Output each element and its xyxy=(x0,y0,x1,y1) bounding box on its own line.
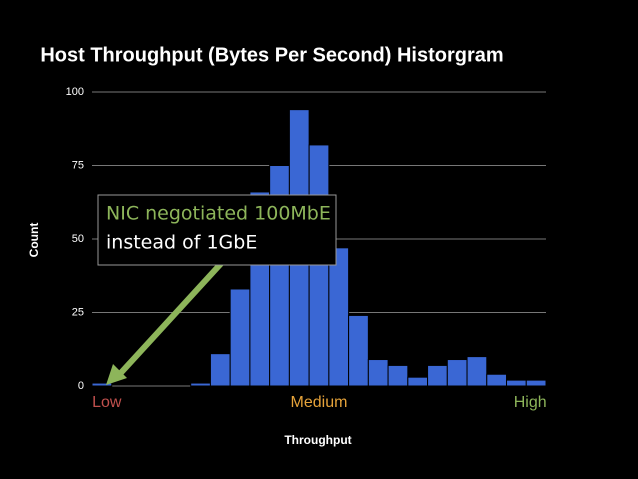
annotation-arrow xyxy=(115,242,241,379)
x-tick-label: Low xyxy=(92,394,122,411)
bar xyxy=(466,356,488,387)
y-tick-label: 75 xyxy=(72,159,84,171)
annotation-text: NIC negotiated 100MbE xyxy=(106,203,331,225)
bar xyxy=(229,288,251,387)
bar xyxy=(407,376,429,387)
bar xyxy=(348,314,369,387)
annotation-arrowhead xyxy=(106,364,127,385)
bar xyxy=(91,382,113,387)
bar xyxy=(446,359,468,387)
x-axis-label: Throughput xyxy=(284,433,351,447)
bar xyxy=(427,364,448,387)
annotation-box xyxy=(97,194,337,266)
y-tick-label: 25 xyxy=(72,306,84,318)
annotation-text: instead of 1GbE xyxy=(106,232,257,254)
y-axis-label: Count xyxy=(27,223,41,258)
bar xyxy=(506,379,527,387)
bar xyxy=(328,247,350,387)
y-tick-label: 100 xyxy=(66,86,84,98)
bar xyxy=(209,353,231,387)
bar xyxy=(190,382,211,387)
annotation: NIC negotiated 100MbE instead of 1GbE xyxy=(97,194,337,385)
x-tick-label: High xyxy=(514,394,547,411)
bar xyxy=(367,359,389,387)
bar xyxy=(387,364,409,387)
y-tick-label: 50 xyxy=(72,233,84,245)
x-tick-label: Medium xyxy=(291,394,348,411)
y-tick-label: 0 xyxy=(78,380,84,392)
chart-title: Host Throughput (Bytes Per Second) Histo… xyxy=(40,44,503,66)
bar xyxy=(486,373,508,387)
bar xyxy=(525,379,547,387)
